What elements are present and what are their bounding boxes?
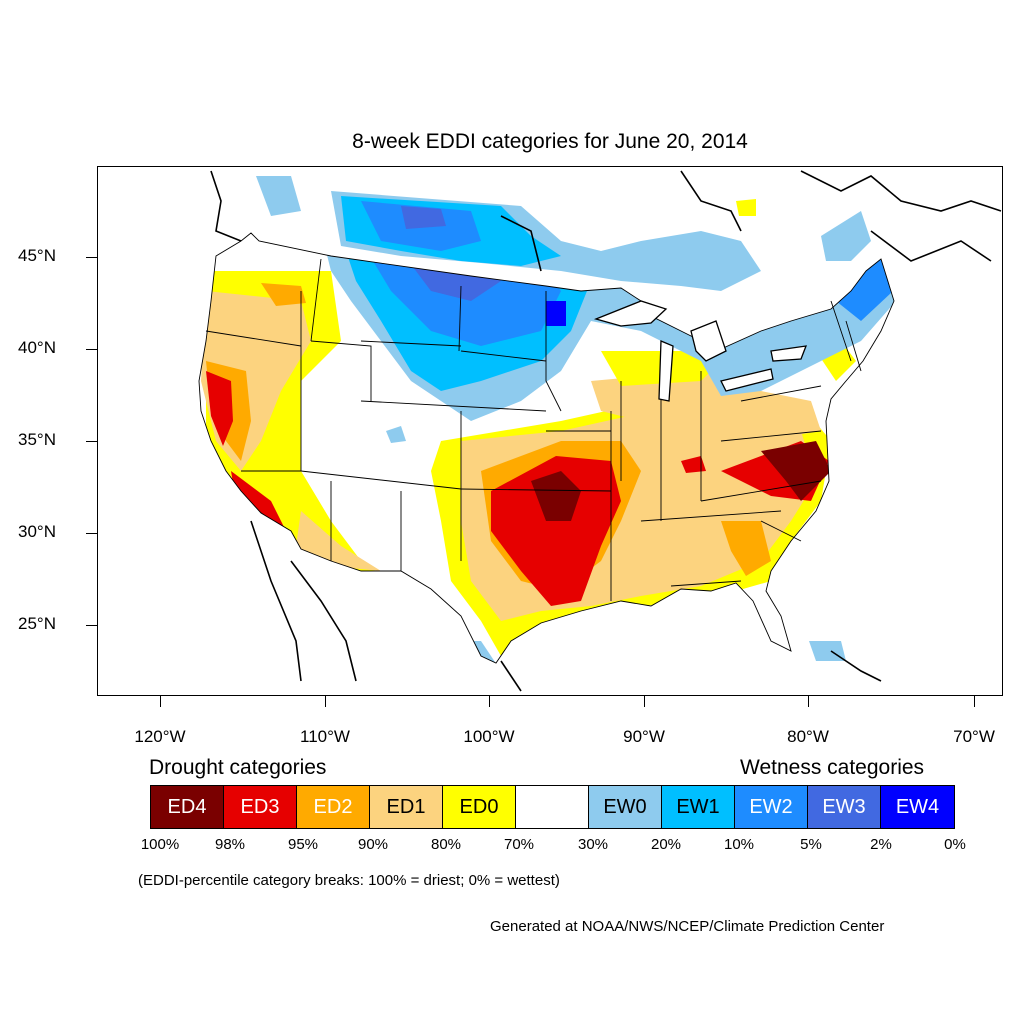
- break-label: 98%: [214, 836, 246, 853]
- legend-cell-ew3: EW3: [808, 786, 881, 828]
- legend-cell-ed0: ED0: [443, 786, 516, 828]
- break-label: 0%: [944, 836, 966, 853]
- break-label: 70%: [503, 836, 535, 853]
- legend-label-ed4: ED4: [167, 795, 207, 818]
- category-breaks-note: (EDDI-percentile category breaks: 100% =…: [138, 872, 560, 889]
- lon-label-110w: 110°W: [300, 727, 350, 746]
- legend-cell-ed3: ED3: [224, 786, 297, 828]
- lat-label-30: 30°N: [18, 522, 56, 541]
- legend-label-ew0: EW0: [603, 795, 647, 818]
- legend-label-ed0: ED0: [459, 795, 499, 818]
- lat-label-40: 40°N: [18, 338, 56, 357]
- lon-label-80w: 80°W: [787, 727, 829, 746]
- break-label: 10%: [723, 836, 755, 853]
- lat-tick: [86, 625, 97, 626]
- legend-label-ew2: EW2: [749, 795, 793, 818]
- legend-cell-ew1: EW1: [662, 786, 735, 828]
- lon-tick: [489, 696, 490, 707]
- lat-tick: [86, 441, 97, 442]
- legend-colorbar: ED4 ED3 ED2 ED1 ED0 EW0 EW1 EW2 EW3 EW4: [150, 785, 955, 829]
- break-label: 100%: [140, 836, 180, 853]
- lat-label-25: 25°N: [18, 614, 56, 633]
- lon-label-90w: 90°W: [623, 727, 665, 746]
- legend-cell-ew2: EW2: [735, 786, 808, 828]
- lon-label-100w: 100°W: [463, 727, 515, 746]
- legend-cell-ed2: ED2: [297, 786, 370, 828]
- break-label: 95%: [287, 836, 319, 853]
- lon-tick: [808, 696, 809, 707]
- lon-tick: [325, 696, 326, 707]
- lat-label-45: 45°N: [18, 246, 56, 265]
- legend-cell-ed4: ED4: [151, 786, 224, 828]
- credit-line: Generated at NOAA/NWS/NCEP/Climate Predi…: [490, 918, 885, 935]
- legend-cell-ed1: ED1: [370, 786, 443, 828]
- break-label: 2%: [870, 836, 892, 853]
- lon-tick: [160, 696, 161, 707]
- break-label: 5%: [800, 836, 822, 853]
- wetness-categories-heading: Wetness categories: [740, 756, 925, 779]
- great-lakes: [593, 300, 808, 402]
- legend-label-ew3: EW3: [822, 795, 866, 818]
- break-label: 80%: [430, 836, 462, 853]
- lon-tick: [974, 696, 975, 707]
- coastlines: [210, 170, 1002, 692]
- map-frame: [97, 166, 1003, 696]
- legend-cell-ew0: EW0: [589, 786, 662, 828]
- break-label: 20%: [650, 836, 682, 853]
- lat-label-35: 35°N: [18, 430, 56, 449]
- lat-tick: [86, 257, 97, 258]
- break-label: 90%: [357, 836, 389, 853]
- lon-tick: [644, 696, 645, 707]
- eddi-map: [198, 170, 1002, 692]
- legend-label-ed1: ED1: [386, 795, 426, 818]
- lon-label-120w: 120°W: [134, 727, 186, 746]
- lat-tick: [86, 349, 97, 350]
- break-label: 30%: [577, 836, 609, 853]
- legend-cell-ew4: EW4: [881, 786, 954, 828]
- drought-categories-heading: Drought categories: [149, 756, 327, 779]
- lon-label-70w: 70°W: [953, 727, 995, 746]
- legend-label-ew1: EW1: [676, 795, 720, 818]
- legend-label-ed3: ED3: [240, 795, 280, 818]
- lat-tick: [86, 533, 97, 534]
- map-title: 8-week EDDI categories for June 20, 2014: [352, 130, 748, 153]
- legend-label-ew4: EW4: [895, 795, 940, 818]
- legend-label-ed2: ED2: [313, 795, 353, 818]
- legend-cell-neutral: [516, 786, 589, 828]
